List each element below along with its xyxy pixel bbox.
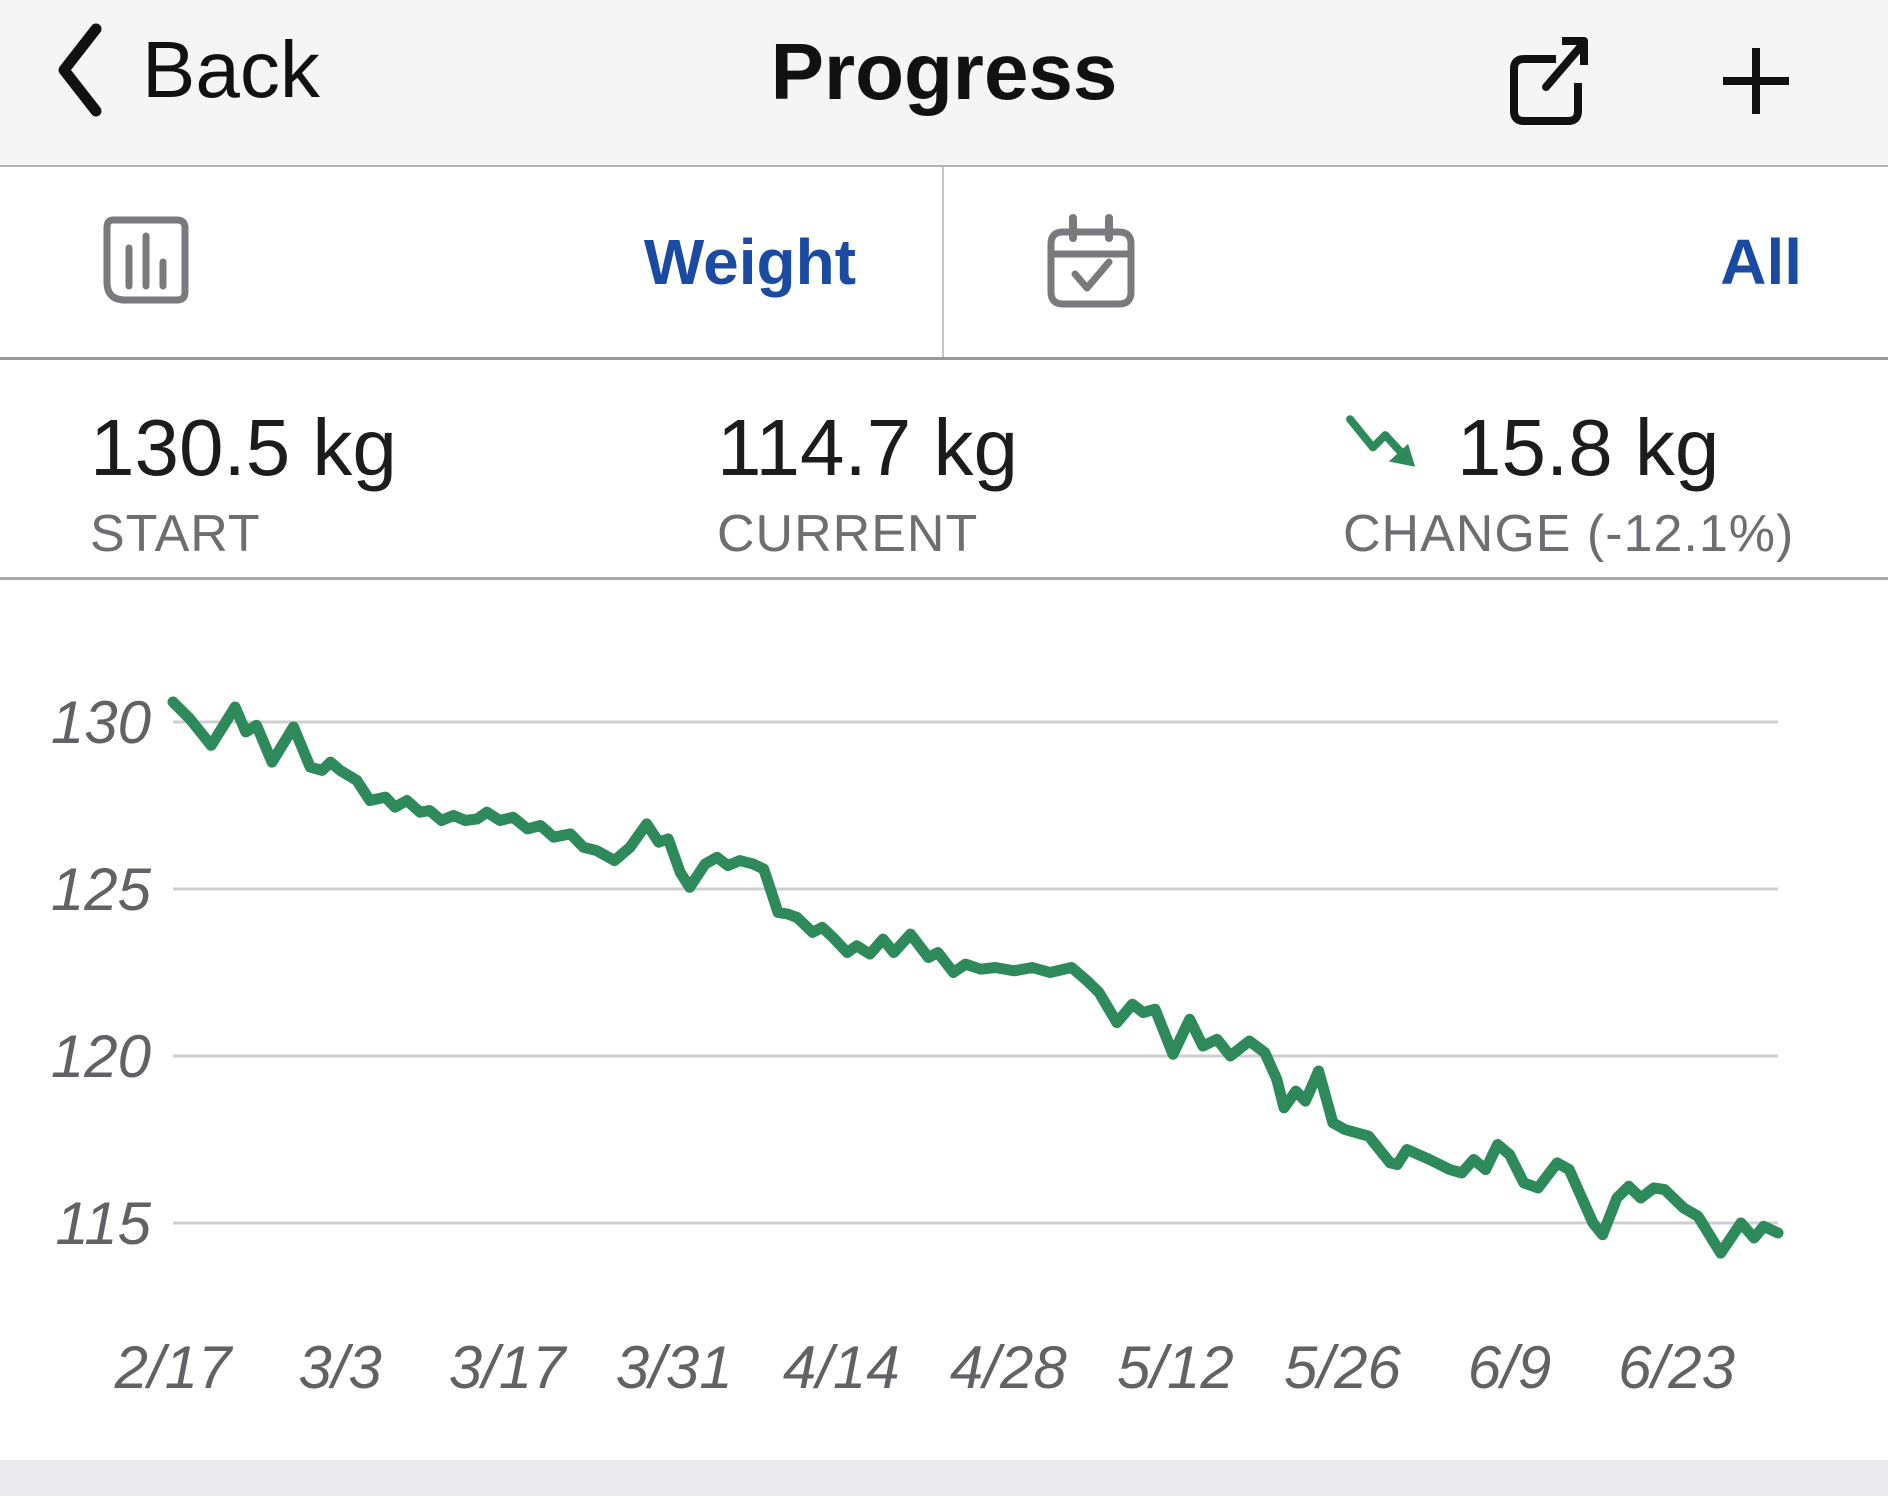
y-axis-tick: 125 <box>51 856 152 923</box>
y-axis-tick: 115 <box>55 1190 151 1257</box>
start-value: 130.5 kg <box>90 403 397 492</box>
nav-bar: Back Progress <box>0 0 1888 167</box>
x-axis-tick: 3/3 <box>298 1334 381 1401</box>
chevron-left-icon <box>56 23 142 117</box>
plus-icon[interactable] <box>1720 45 1792 122</box>
x-axis-tick: 4/28 <box>950 1334 1067 1401</box>
current-label: CURRENT <box>717 505 979 563</box>
change-label: CHANGE (-12.1%) <box>1343 505 1795 563</box>
trending-down-arrow-icon <box>1343 406 1431 490</box>
calendar-check-icon <box>1043 210 1139 315</box>
range-filter[interactable]: All <box>944 167 1888 357</box>
stat-start: 130.5 kg START <box>90 403 397 563</box>
change-value: 15.8 kg <box>1457 403 1720 492</box>
x-axis-tick: 3/17 <box>449 1334 568 1401</box>
filter-row: Weight All <box>0 167 1888 360</box>
change-value-row: 15.8 kg <box>1343 406 1794 490</box>
x-axis-tick: 6/23 <box>1618 1334 1735 1401</box>
stat-current: 114.7 kg CURRENT <box>717 403 1018 563</box>
x-axis-tick: 6/9 <box>1468 1334 1551 1401</box>
start-label: START <box>90 505 261 563</box>
bar-chart-icon <box>99 214 191 311</box>
current-value: 114.7 kg <box>717 403 1018 492</box>
back-label: Back <box>142 25 320 114</box>
share-export-icon[interactable] <box>1506 33 1590 134</box>
bottom-home-strip <box>0 1460 1888 1496</box>
stats-row: 130.5 kg START 114.7 kg CURRENT 15.8 kg … <box>0 360 1888 580</box>
x-axis-tick: 5/12 <box>1117 1334 1234 1401</box>
stat-change: 15.8 kg CHANGE (-12.1%) <box>1343 406 1795 563</box>
weight-line-chart[interactable]: 130 125 120 115 2/17 3/3 3/17 3/31 4/14 4/28 5/12 5… <box>0 580 1888 1460</box>
x-axis-tick: 3/31 <box>616 1334 733 1401</box>
y-axis-tick: 130 <box>51 689 151 756</box>
back-button[interactable]: Back <box>56 18 320 122</box>
metric-filter-label: Weight <box>643 226 856 298</box>
page-title: Progress <box>770 27 1118 116</box>
nav-actions <box>1506 0 1792 167</box>
x-axis-tick: 5/26 <box>1284 1334 1401 1401</box>
y-axis-tick: 120 <box>51 1023 151 1090</box>
metric-filter[interactable]: Weight <box>0 167 944 357</box>
x-axis-tick: 2/17 <box>114 1334 234 1401</box>
x-axis-tick: 4/14 <box>783 1334 900 1401</box>
range-filter-label: All <box>1720 226 1802 298</box>
weight-series-line <box>167 696 1784 1259</box>
